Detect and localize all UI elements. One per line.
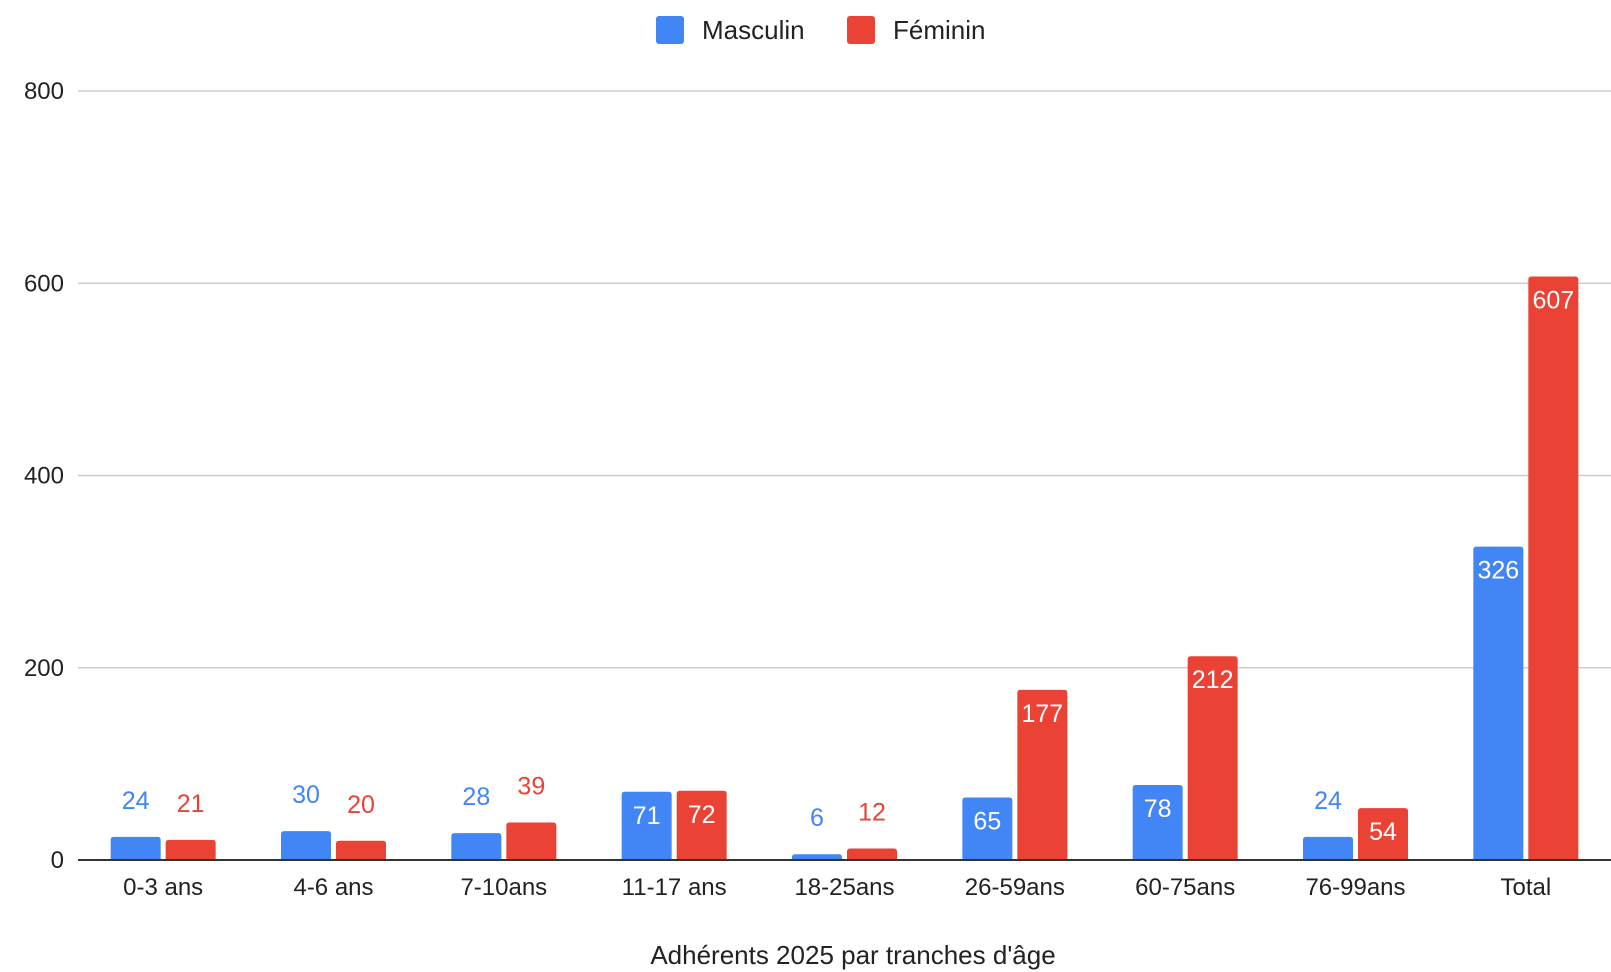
data-label: 24 xyxy=(1314,787,1342,815)
legend-swatch xyxy=(656,16,684,44)
legend-label: Masculin xyxy=(702,15,805,45)
bar-masculin xyxy=(1473,546,1524,860)
x-tick-label: 11-17 ans xyxy=(622,874,727,901)
x-tick-label: 7-10ans xyxy=(460,874,547,901)
bar-masculin xyxy=(792,854,842,860)
bar-masculin xyxy=(962,797,1013,860)
data-label: 212 xyxy=(1192,666,1234,694)
x-tick-label: 76-99ans xyxy=(1305,874,1405,901)
data-label: 78 xyxy=(1144,795,1172,823)
x-tick-label: 0-3 ans xyxy=(123,874,203,901)
bar-feminin xyxy=(165,839,216,860)
bar-masculin xyxy=(1303,836,1353,860)
x-tick-label: 18-25ans xyxy=(794,874,894,901)
bar-masculin xyxy=(451,833,502,860)
data-label: 6 xyxy=(810,804,824,832)
x-axis-tick-labels: 0-3 ans 4-6 ans 7-10ans 11-17 ans 18-25ans 26… xyxy=(123,874,1551,901)
bar-feminin xyxy=(336,840,386,860)
y-axis-tick-labels: 0 200 400 600 800 xyxy=(24,78,64,874)
bar-masculin xyxy=(281,831,331,860)
data-label: 54 xyxy=(1369,818,1397,846)
x-tick-label: 60-75ans xyxy=(1135,874,1235,901)
data-label: 72 xyxy=(688,801,716,829)
bar-feminin xyxy=(847,848,897,860)
data-labels: 24 21 30 20 28 39 71 72 6 12 65 177 78 212 24 54 326 607 xyxy=(122,287,1574,847)
data-label: 607 xyxy=(1532,287,1574,315)
legend-label: Féminin xyxy=(893,15,985,45)
bar-feminin xyxy=(676,790,727,860)
bar-feminin xyxy=(1187,656,1238,860)
data-label: 21 xyxy=(177,790,205,818)
y-tick-label: 800 xyxy=(24,78,64,105)
data-label: 39 xyxy=(517,773,545,801)
bar-feminin xyxy=(506,822,557,860)
legend: Masculin Féminin xyxy=(656,15,985,45)
data-label: 71 xyxy=(633,802,661,830)
bar-feminin xyxy=(1358,808,1408,860)
legend-swatch xyxy=(847,16,875,44)
y-tick-label: 600 xyxy=(24,270,64,297)
gridlines xyxy=(78,90,1611,669)
x-tick-label: 26-59ans xyxy=(965,874,1065,901)
bar-masculin xyxy=(621,791,672,860)
data-label: 24 xyxy=(122,787,150,815)
data-label: 28 xyxy=(462,783,490,811)
bar-masculin xyxy=(110,836,161,860)
bar-masculin xyxy=(1132,785,1183,860)
bar-feminin xyxy=(1528,276,1579,860)
bars xyxy=(110,276,1579,860)
x-tick-label: Total xyxy=(1500,874,1551,901)
data-label: 12 xyxy=(858,798,886,826)
data-label: 177 xyxy=(1021,700,1063,728)
data-label: 326 xyxy=(1477,557,1519,585)
y-tick-label: 200 xyxy=(24,655,64,682)
data-label: 20 xyxy=(347,791,375,819)
y-tick-label: 0 xyxy=(51,847,64,874)
bar-feminin xyxy=(1017,689,1068,860)
data-label: 65 xyxy=(973,808,1001,836)
x-tick-label: 4-6 ans xyxy=(293,874,373,901)
x-axis-title: Adhérents 2025 par tranches d'âge xyxy=(650,940,1055,970)
data-label: 30 xyxy=(292,781,320,809)
y-tick-label: 400 xyxy=(24,463,64,490)
